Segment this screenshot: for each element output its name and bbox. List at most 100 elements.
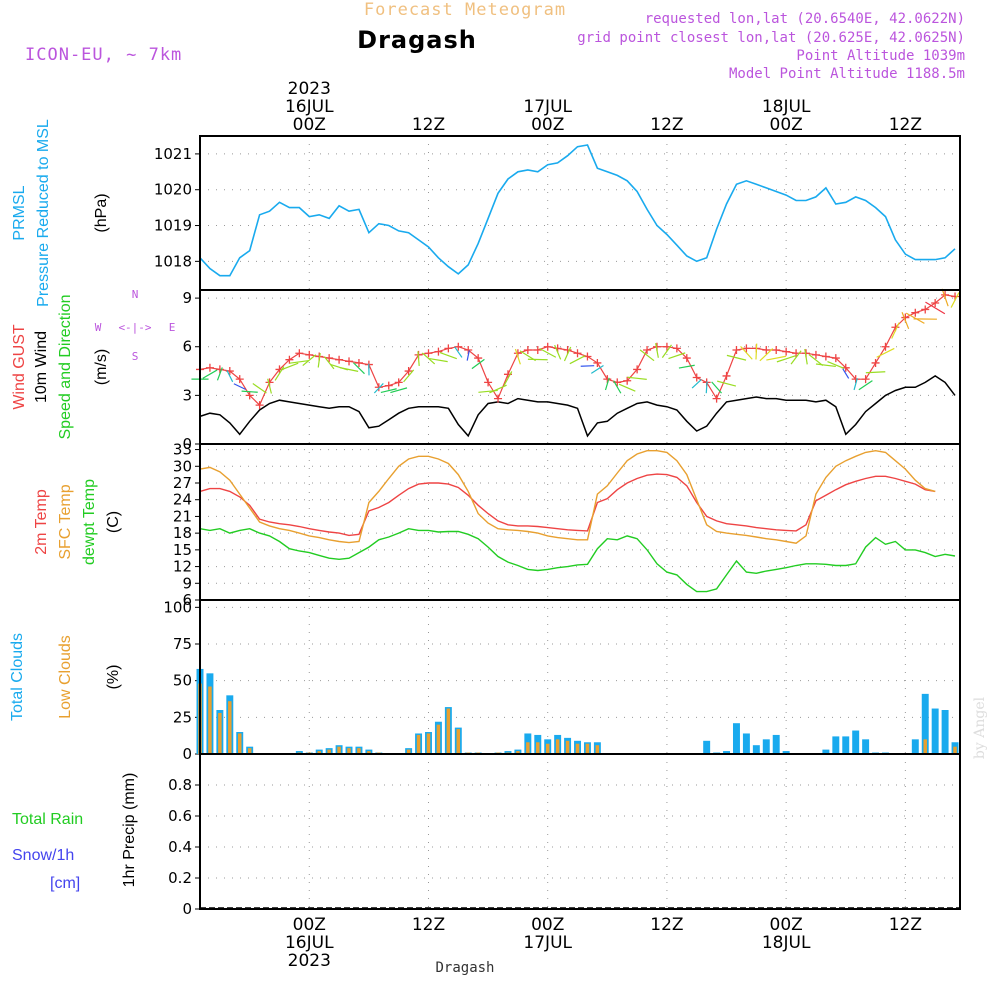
data-layer (191, 144, 960, 909)
wind-arrow (489, 384, 507, 394)
ytick-label: 25 (173, 708, 192, 726)
ytick-label: 15 (173, 541, 192, 559)
low-cloud-bar (208, 686, 212, 754)
gust-marker (305, 350, 314, 359)
total-cloud-bar (732, 723, 740, 754)
total-cloud-bar (782, 751, 790, 754)
clouds-label-unit: (%) (105, 665, 122, 690)
wind-arrow (740, 345, 753, 360)
time-label-bottom: 12Z (650, 915, 683, 935)
wind-arrow (421, 352, 436, 365)
total-cloud-bar (742, 733, 750, 754)
wind-arrow (503, 371, 513, 386)
ytick-label: 0 (182, 745, 192, 763)
pressure-line (199, 144, 956, 277)
wind-arrow (317, 352, 321, 368)
gust-marker (931, 298, 940, 307)
panel-frames (199, 135, 961, 910)
wind-arrow (766, 355, 787, 361)
wind-arrow (323, 356, 335, 370)
wind-arrow (905, 312, 925, 324)
wind-arrow (580, 365, 595, 367)
ytick-label: 0 (182, 900, 192, 918)
gust-marker (494, 394, 503, 403)
low-cloud-bar (247, 748, 252, 754)
total-cloud-bar (723, 751, 731, 754)
wind-arrow (858, 380, 873, 391)
ytick-label: 6 (182, 591, 192, 609)
location-title: Dragash (357, 26, 477, 54)
ytick-label: 1020 (154, 181, 192, 199)
gust-marker (921, 305, 930, 314)
low-cloud-bar (347, 748, 351, 754)
gust-marker (444, 344, 453, 353)
wind-arrow (705, 381, 708, 394)
low-cloud-bar (545, 743, 550, 754)
gust-marker (374, 383, 383, 392)
wind-arrow (380, 388, 397, 394)
watermark: by Angel (972, 696, 988, 759)
low-cloud-bar (923, 739, 927, 754)
total-cloud-bar (842, 736, 850, 754)
gust-marker (523, 345, 532, 354)
wind-arrow (853, 378, 858, 391)
wind-arrow (563, 346, 572, 362)
wind-arrow (941, 288, 949, 307)
time-label-bottom: 17JUL (523, 933, 572, 953)
time-label-bottom: 12Z (889, 915, 922, 935)
wind-arrow (454, 346, 463, 358)
low-cloud-bar (555, 739, 560, 754)
gust-marker (633, 365, 642, 374)
gust-marker (682, 354, 691, 363)
ytick-label: 75 (173, 635, 192, 653)
temp-label-dewpt: dewpt Temp (81, 479, 98, 565)
low-cloud-bar (357, 748, 361, 754)
time-label-top: 00Z (770, 115, 803, 135)
wind-arrow (569, 355, 586, 365)
wind-arrow (267, 378, 272, 394)
gust-marker (484, 378, 493, 387)
total-cloud-bar (852, 730, 860, 754)
gust-marker (722, 371, 731, 380)
wind-arrow (527, 358, 548, 361)
time-label-top: 17JUL (523, 97, 572, 117)
wind-arrow (466, 350, 470, 361)
low-cloud-bar (416, 734, 421, 754)
wind-arrow (390, 387, 408, 394)
wind-arrow (865, 371, 886, 374)
time-label-bottom: 00Z (531, 915, 564, 935)
wind-arrow (655, 343, 659, 358)
gust-marker (454, 342, 463, 351)
wind-arrow (280, 362, 299, 371)
time-label-bottom: 18JUL (762, 933, 811, 953)
gust-marker (295, 349, 304, 358)
low-cloud-bar (327, 749, 331, 754)
time-label-top: 16JUL (285, 97, 334, 117)
wind-arrow (827, 361, 845, 369)
low-cloud-bar (575, 743, 580, 754)
gust-marker (831, 354, 840, 363)
wind-arrow (790, 350, 802, 365)
ytick-label: 1018 (154, 252, 192, 270)
gust-marker (205, 363, 214, 372)
ytick-label: 0.4 (168, 838, 192, 856)
wind-arrow (216, 367, 223, 381)
wind-arrow (925, 301, 946, 315)
wind-arrow (233, 383, 246, 390)
time-label-bottom: 00Z (293, 915, 326, 935)
clouds-label-low: Low Clouds (57, 635, 74, 719)
time-label-top: 2023 (288, 79, 331, 99)
gust-marker (255, 401, 264, 410)
total-cloud-bar (911, 739, 919, 754)
temp-label-unit: (C) (105, 511, 122, 533)
gust-marker (732, 345, 741, 354)
low-cloud-bar (436, 724, 441, 754)
low-cloud-bar (337, 746, 341, 754)
wind-arrow (226, 370, 234, 383)
wind-arrow (950, 292, 960, 308)
total-cloud-bar (862, 739, 870, 754)
wind-arrow (613, 380, 622, 394)
wind-label-gust: Wind GUST (11, 324, 28, 410)
